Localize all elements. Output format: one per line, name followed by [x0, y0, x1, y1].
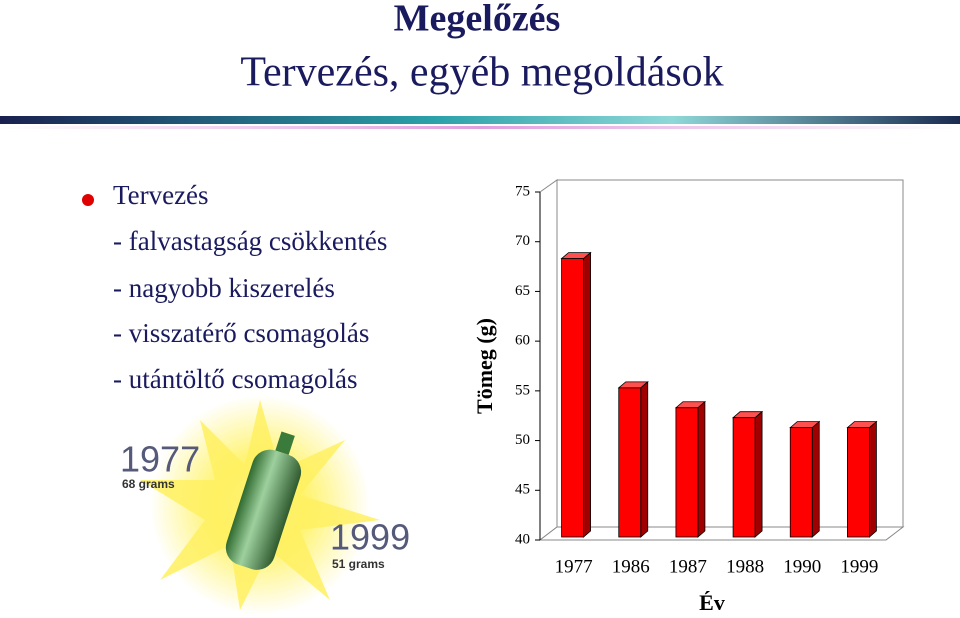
bar [789, 420, 821, 538]
bar-side [869, 420, 877, 538]
bullet-item: - nagyobb kiszerelés [113, 273, 335, 303]
x-tick-label: 1977 [555, 556, 593, 577]
bar-side [640, 380, 649, 538]
bar-front [675, 407, 699, 538]
bullet-item: - visszatérő csomagolás [113, 318, 369, 348]
y-tick-label: 40 [515, 531, 530, 547]
header-rule [0, 116, 960, 124]
bar-side [811, 420, 820, 538]
x-tick-label: 1986 [612, 556, 650, 577]
bar-front [618, 387, 642, 538]
side-wall [539, 179, 558, 542]
y-tick-label: 55 [515, 382, 530, 398]
bottle [225, 431, 302, 570]
bar [560, 251, 592, 538]
bar [674, 400, 706, 538]
bar [732, 410, 764, 538]
header-rule-thin [0, 126, 960, 129]
back-wall [556, 179, 904, 528]
chart: Tömeg (g) Év 40 45 50 55 60 65 70 75 1977 1986 198… [472, 179, 905, 615]
y-axis-label: Tömeg (g) [472, 318, 497, 414]
illustration-weight: 51 grams [332, 557, 385, 571]
y-tick-label: 75 [515, 183, 530, 199]
x-tick-label: 1999 [840, 556, 878, 577]
bar-side [697, 400, 706, 538]
bar-front [789, 427, 813, 538]
subtitle: Tervezés, egyéb megoldások [240, 50, 723, 96]
x-tick-label: 1988 [726, 556, 764, 577]
x-tick-label: 1987 [669, 556, 707, 577]
y-tick-label: 45 [515, 482, 530, 498]
bullet-item: - utántöltő csomagolás [113, 364, 357, 394]
title: Megelőzés [394, 0, 561, 40]
x-tick-label: 1990 [783, 556, 821, 577]
illustration-year: 1999 [330, 517, 410, 558]
bar-front [732, 417, 756, 538]
y-tick-label: 60 [515, 333, 530, 349]
illustration-year: 1977 [120, 439, 200, 480]
bullet-item: - falvastagság csökkentés [113, 226, 387, 256]
bar-side [754, 410, 763, 538]
y-tick-label: 65 [515, 283, 530, 299]
bar-side [583, 251, 591, 538]
bullet [82, 194, 94, 206]
x-axis-label: Év [699, 590, 725, 615]
bullet-heading: Tervezés [113, 180, 209, 210]
bar [617, 380, 649, 538]
y-tick-label: 50 [515, 432, 530, 448]
illustration: 1977 68 grams 1999 51 grams [120, 395, 410, 615]
bar-front [847, 427, 870, 538]
bar-front [561, 258, 584, 538]
y-tick-label: 70 [515, 233, 530, 249]
illustration-weight: 68 grams [122, 477, 175, 491]
bar [846, 420, 878, 538]
